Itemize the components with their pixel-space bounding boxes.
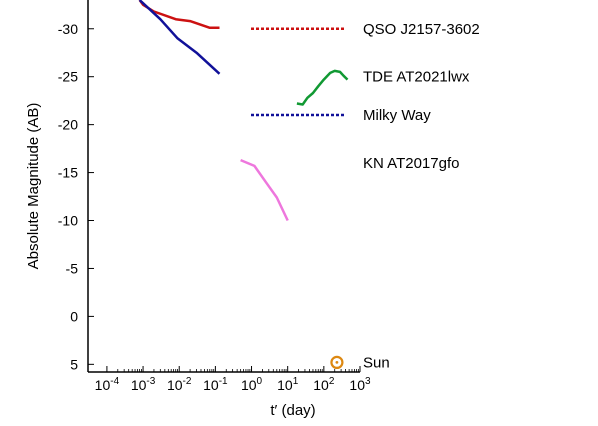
x-tick-label: 10-1: [203, 376, 228, 393]
series-layer: [138, 0, 349, 370]
y-tick-label: -5: [66, 260, 79, 276]
y-axis-label: Absolute Magnitude (AB): [25, 103, 42, 270]
y-tick-label: 5: [70, 356, 78, 372]
y-ticks: -30 -25 -20 -15 -10 -5 0 5: [58, 21, 94, 372]
y-tick-label: -15: [58, 165, 78, 181]
legend-label-qso-j2157-3602: QSO J2157-3602: [363, 21, 480, 38]
y-tick-label: 0: [70, 308, 78, 324]
series-line-qso-j2157-3602: [138, 0, 220, 30]
sun-marker-dot: [335, 361, 339, 364]
plot-area: 10-4 10-3 10-2 10-1 100 101 102 103 -30 -25 -20 -1…: [58, 0, 480, 393]
x-axis-label: t′ (day): [270, 402, 315, 419]
legend: QSO J2157-3602 TDE AT2021lwx Milky Way KN A…: [251, 21, 480, 371]
x-tick-label: 10-3: [131, 376, 156, 393]
x-tick-label: 103: [349, 376, 371, 393]
x-tick-label: 101: [277, 376, 299, 393]
series-line-milky-way: [138, 0, 221, 75]
x-tick-label: 10-4: [95, 376, 120, 393]
legend-label-sun: Sun: [363, 354, 390, 371]
y-tick-label: -25: [58, 69, 78, 85]
x-ticks: 10-4 10-3 10-2 10-1 100 101 102 103: [95, 366, 371, 393]
legend-label-kn-at2017gfo: KN AT2017gfo: [363, 155, 459, 172]
x-tick-label: 100: [241, 376, 263, 393]
y-tick-label: -30: [58, 21, 78, 37]
series-line-kn-at2017gfo: [240, 158, 289, 222]
series-line-tde-at2021lwx: [296, 69, 349, 106]
sun-marker: [330, 355, 344, 370]
y-tick-label: -20: [58, 117, 78, 133]
y-tick-label: -10: [58, 213, 78, 229]
x-tick-label: 10-2: [167, 376, 192, 393]
legend-label-milky-way: Milky Way: [363, 107, 431, 124]
legend-label-tde-at2021lwx: TDE AT2021lwx: [363, 69, 470, 86]
x-tick-label: 102: [313, 376, 335, 393]
